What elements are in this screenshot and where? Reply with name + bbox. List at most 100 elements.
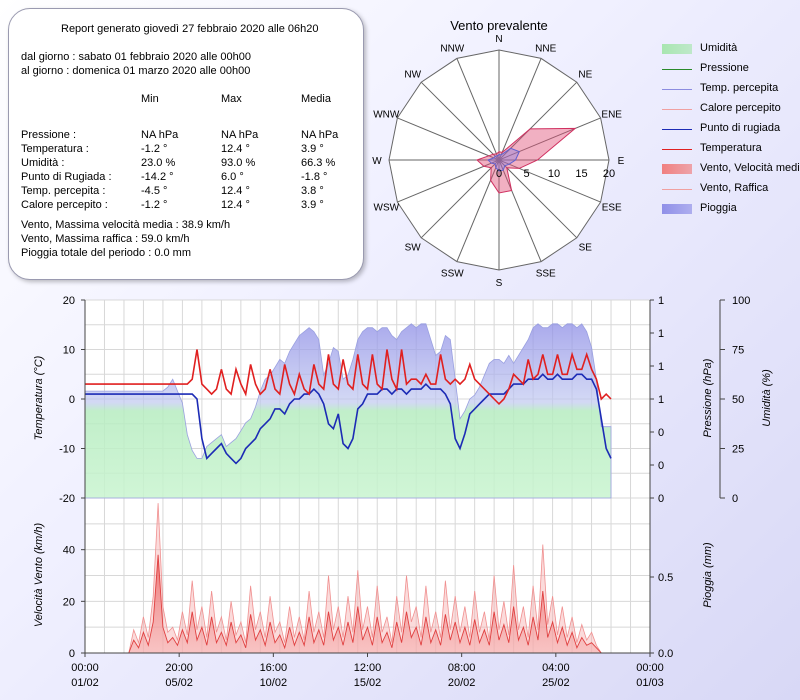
rose-direction-label: S xyxy=(496,278,503,289)
stats-avg-cell: 66.3 % xyxy=(301,157,336,169)
ytick-rain: 0.5 xyxy=(658,572,673,584)
stats-avg-cell: 3.8 ° xyxy=(301,185,324,197)
legend-label: Punto di rugiada xyxy=(700,122,781,134)
xtick-date: 10/02 xyxy=(260,677,288,689)
legend-item: Pioggia xyxy=(660,200,800,218)
rose-direction-label: W xyxy=(372,156,382,167)
ytick-pressure: 1 xyxy=(658,328,664,340)
legend-label: Calore percepito xyxy=(700,102,781,114)
stats-min-cell: -1.2 ° xyxy=(141,143,168,155)
legend-swatch xyxy=(662,44,692,54)
stats-label-cell: Temperatura : xyxy=(21,143,89,155)
stats-max-cell: NA hPa xyxy=(221,129,259,141)
stats-label-cell: Umidità : xyxy=(21,157,65,169)
legend-label: Vento, Velocità media xyxy=(700,162,800,174)
stats-label-cell: Calore percepito : xyxy=(21,199,108,211)
rose-direction-label: SSE xyxy=(536,269,556,280)
rose-series-1 xyxy=(487,147,520,172)
legend-swatch xyxy=(662,69,692,70)
xtick-time: 00:00 xyxy=(71,662,99,674)
xtick-time: 08:00 xyxy=(448,662,476,674)
stats-max-cell: 6.0 ° xyxy=(221,171,244,183)
ylabel-rain: Pioggia (mm) xyxy=(702,542,714,608)
wind-gust: Vento, Massima raffica : 59.0 km/h xyxy=(21,233,190,245)
rose-radial-tick: 10 xyxy=(548,168,560,180)
legend-item: Temperatura xyxy=(660,140,800,158)
ytick-humidity: 100 xyxy=(732,295,750,307)
legend-label: Vento, Raffica xyxy=(700,182,769,194)
legend-label: Pioggia xyxy=(700,202,737,214)
col-max: Max xyxy=(221,93,242,105)
xtick-date: 15/02 xyxy=(354,677,382,689)
ytick-wind: 40 xyxy=(63,545,75,557)
rose-spoke xyxy=(498,159,578,239)
rose-direction-label: SE xyxy=(579,242,593,253)
ytick-pressure: 0 xyxy=(658,427,664,439)
ytick-temperature: 0 xyxy=(69,394,75,406)
stats-min-cell: 23.0 % xyxy=(141,157,176,169)
ylabel-temperature: Temperatura (°C) xyxy=(33,355,45,440)
col-min: Min xyxy=(141,93,159,105)
stats-avg-cell: 3.9 ° xyxy=(301,143,324,155)
wind-rose-chart: Vento prevalente N NNE NE ENE E ESE SE SSE S SSW S… xyxy=(372,18,624,289)
legend-swatch xyxy=(662,189,692,190)
rose-spoke xyxy=(498,81,578,161)
xtick-date: 25/02 xyxy=(542,677,570,689)
legend-item: Vento, Raffica xyxy=(660,180,800,198)
legend-item: Vento, Velocità media xyxy=(660,160,800,178)
stats-max-cell: 12.4 ° xyxy=(221,185,250,197)
legend-swatch xyxy=(662,164,692,174)
rose-direction-label: SSW xyxy=(441,269,464,280)
legend-swatch xyxy=(662,129,692,130)
ylabel-pressure: Pressione (hPa) xyxy=(702,358,714,437)
rain-total: Pioggia totale del periodo : 0.0 mm xyxy=(21,247,191,259)
rose-spoke xyxy=(420,159,500,239)
rose-title: Vento prevalente xyxy=(450,18,548,33)
ytick-pressure: 0 xyxy=(658,493,664,505)
legend-swatch xyxy=(662,149,692,150)
ytick-temperature: 10 xyxy=(63,345,75,357)
ytick-temperature: -20 xyxy=(59,493,75,505)
xtick-date: 05/02 xyxy=(165,677,193,689)
rose-direction-label: SW xyxy=(405,242,422,253)
stats-max-cell: 12.4 ° xyxy=(221,199,250,211)
ytick-wind: 20 xyxy=(63,596,75,608)
legend-label: Pressione xyxy=(700,62,749,74)
stats-min-cell: -1.2 ° xyxy=(141,199,168,211)
legend-label: Temperatura xyxy=(700,142,762,154)
ytick-pressure: 0 xyxy=(658,460,664,472)
xtick-time: 00:00 xyxy=(636,662,664,674)
report-panel: Report generato giovedì 27 febbraio 2020… xyxy=(8,8,364,280)
stats-avg-cell: 3.9 ° xyxy=(301,199,324,211)
xtick-date: 20/02 xyxy=(448,677,476,689)
ylabel-humidity: Umidità (%) xyxy=(761,369,773,427)
ytick-pressure: 1 xyxy=(658,295,664,307)
series-temperatura xyxy=(85,349,612,406)
ytick-humidity: 50 xyxy=(732,394,744,406)
rose-direction-label: NW xyxy=(404,70,421,81)
legend-swatch xyxy=(662,204,692,214)
report-to: al giorno : domenica 01 marzo 2020 alle … xyxy=(21,65,251,77)
ytick-humidity: 25 xyxy=(732,444,744,456)
legend-label: Temp. percepita xyxy=(700,82,779,94)
legend-label: Umidità xyxy=(700,42,738,54)
rose-series-0 xyxy=(476,127,577,194)
xtick-time: 20:00 xyxy=(165,662,193,674)
ytick-wind: 0 xyxy=(69,648,75,660)
rose-direction-label: WSW xyxy=(374,203,400,214)
rose-direction-label: ESE xyxy=(602,203,622,214)
ytick-rain: 0.0 xyxy=(658,648,673,660)
rose-direction-label: ENE xyxy=(601,109,622,120)
rose-radial-tick: 15 xyxy=(575,168,587,180)
rose-radial-tick: 20 xyxy=(603,168,615,180)
rose-direction-label: N xyxy=(495,34,502,45)
legend-swatch xyxy=(662,109,692,110)
ytick-temperature: -10 xyxy=(59,444,75,456)
rose-spoke xyxy=(498,117,601,161)
rose-direction-label: WNW xyxy=(373,109,400,120)
stats-label-cell: Punto di Rugiada : xyxy=(21,171,112,183)
rose-spoke xyxy=(498,159,601,203)
report-header: Report generato giovedì 27 febbraio 2020… xyxy=(61,23,319,35)
rose-spoke xyxy=(397,117,500,161)
